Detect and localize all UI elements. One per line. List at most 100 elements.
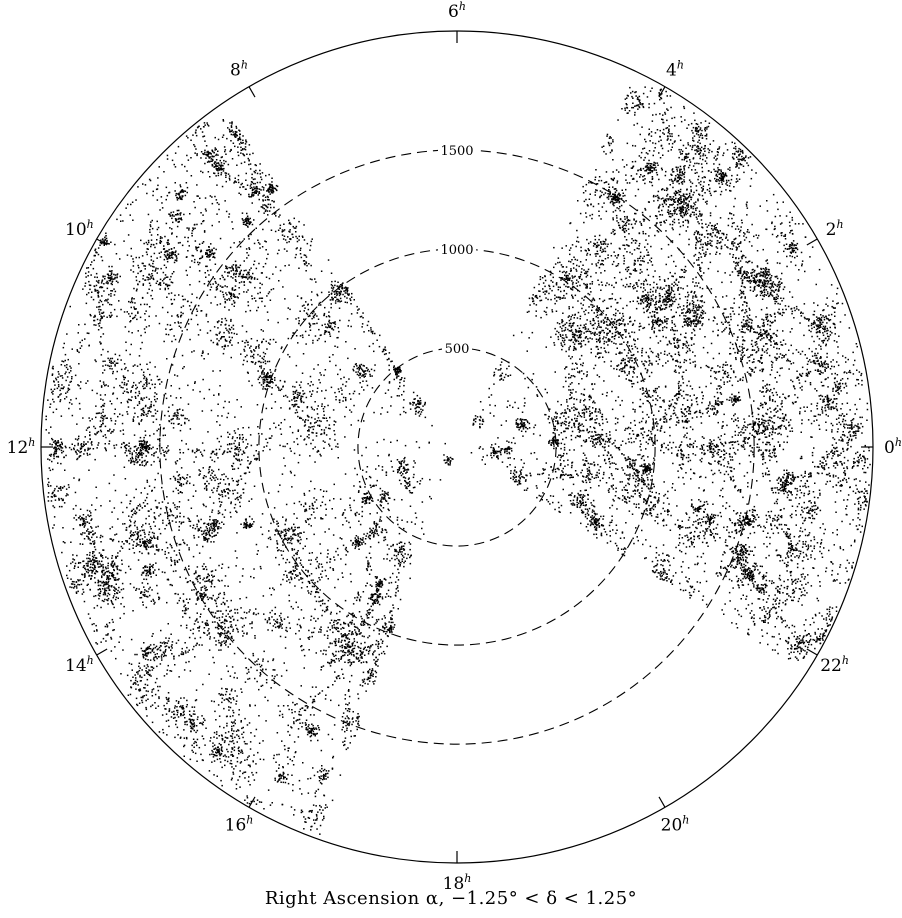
galaxy-point <box>677 218 680 221</box>
galaxy-point <box>814 362 817 365</box>
galaxy-point <box>565 322 568 324</box>
galaxy-point <box>651 321 653 323</box>
galaxy-point <box>567 316 570 318</box>
galaxy-point <box>648 401 651 404</box>
galaxy-point <box>735 249 738 251</box>
galaxy-point <box>564 297 566 299</box>
galaxy-point <box>660 221 662 224</box>
galaxy-point <box>776 275 778 278</box>
galaxy-point <box>654 571 657 573</box>
galaxy-point <box>819 509 822 512</box>
galaxy-point <box>606 196 608 199</box>
galaxy-point <box>748 280 750 283</box>
galaxy-point <box>674 346 676 348</box>
galaxy-point <box>794 251 797 254</box>
galaxy-point <box>662 416 665 418</box>
galaxy-point <box>657 516 659 518</box>
galaxy-point <box>493 447 495 450</box>
galaxy-point <box>698 518 701 520</box>
galaxy-point <box>574 339 576 341</box>
galaxy-point <box>720 190 723 193</box>
galaxy-point <box>690 499 693 501</box>
galaxy-point <box>796 566 799 569</box>
galaxy-point <box>657 395 659 397</box>
galaxy-point <box>765 270 767 272</box>
galaxy-point <box>766 441 768 444</box>
galaxy-point <box>681 463 684 465</box>
galaxy-point <box>589 253 591 256</box>
galaxy-point <box>811 355 814 357</box>
galaxy-point <box>806 641 809 643</box>
galaxy-point <box>810 585 813 587</box>
galaxy-point <box>800 375 803 377</box>
galaxy-point <box>686 536 689 538</box>
galaxy-point <box>786 255 788 258</box>
galaxy-point <box>741 280 744 282</box>
galaxy-point <box>664 417 667 420</box>
galaxy-point <box>620 548 623 550</box>
galaxy-point <box>663 326 666 328</box>
galaxy-point <box>685 369 687 371</box>
galaxy-point <box>686 418 689 420</box>
galaxy-point <box>762 333 764 335</box>
galaxy-point <box>678 182 680 185</box>
galaxy-point <box>765 349 768 352</box>
galaxy-point <box>817 363 820 365</box>
galaxy-point <box>682 453 684 456</box>
galaxy-point <box>584 337 587 339</box>
galaxy-point <box>723 413 725 416</box>
galaxy-point <box>588 330 591 333</box>
galaxy-point <box>780 479 782 481</box>
galaxy-point <box>545 297 547 299</box>
galaxy-point <box>674 210 676 213</box>
galaxy-point <box>657 502 659 504</box>
galaxy-point <box>598 238 600 241</box>
galaxy-point <box>831 449 833 452</box>
galaxy-point <box>635 105 638 107</box>
galaxy-point <box>751 349 754 351</box>
galaxy-point <box>665 573 668 575</box>
galaxy-point <box>619 194 622 196</box>
galaxy-point <box>667 301 669 303</box>
galaxy-point <box>754 367 757 369</box>
galaxy-point <box>684 535 686 537</box>
galaxy-point <box>785 397 787 400</box>
galaxy-point <box>754 331 757 334</box>
galaxy-point <box>770 344 772 346</box>
galaxy-point <box>669 135 671 137</box>
galaxy-point <box>690 198 692 201</box>
galaxy-point <box>594 525 596 528</box>
galaxy-point <box>627 269 630 271</box>
galaxy-point <box>785 477 788 479</box>
galaxy-point <box>641 476 643 479</box>
galaxy-point <box>699 148 701 150</box>
galaxy-point <box>759 294 762 297</box>
galaxy-point <box>701 452 703 454</box>
galaxy-point <box>589 283 591 285</box>
galaxy-point <box>776 353 778 355</box>
galaxy-point <box>782 288 785 291</box>
galaxy-point <box>686 197 689 200</box>
galaxy-point <box>829 399 831 402</box>
galaxy-point <box>736 550 739 553</box>
galaxy-point <box>552 495 555 497</box>
galaxy-point <box>525 426 527 429</box>
galaxy-point <box>738 562 741 565</box>
galaxy-point <box>799 407 802 409</box>
galaxy-point <box>549 439 551 442</box>
galaxy-point <box>839 460 841 463</box>
galaxy-point <box>707 545 709 547</box>
galaxy-point <box>683 165 685 168</box>
galaxy-point <box>839 546 841 548</box>
galaxy-point <box>595 255 597 257</box>
galaxy-point <box>710 522 713 524</box>
galaxy-point <box>808 492 811 495</box>
galaxy-point <box>640 298 642 301</box>
galaxy-point <box>690 323 692 325</box>
galaxy-point <box>738 147 740 150</box>
galaxy-point <box>682 371 685 373</box>
galaxy-point <box>843 423 845 425</box>
galaxy-point <box>826 398 828 401</box>
galaxy-point <box>735 257 737 260</box>
galaxy-point <box>692 297 694 299</box>
